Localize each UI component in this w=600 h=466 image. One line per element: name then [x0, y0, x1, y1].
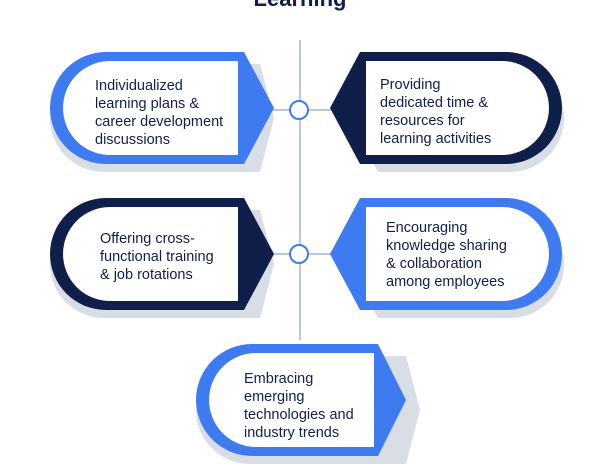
card-shape [196, 344, 420, 464]
card-providing-dedicated-time: Providing dedicated time & resources for… [330, 52, 564, 174]
card-cross-functional-training: Offering cross- functional training & jo… [48, 198, 278, 320]
central-timeline [299, 40, 301, 340]
card-shape [50, 198, 274, 318]
card-text: Encouraging knowledge sharing & collabor… [386, 220, 507, 290]
card-encouraging-knowledge-sharing: Encouraging knowledge sharing & collabor… [330, 198, 564, 320]
card-text: Individualized learning plans & career d… [95, 78, 224, 148]
card-text: Providing dedicated time & resources for… [380, 77, 492, 147]
diagram-title: Learning [0, 0, 600, 12]
card-embracing-emerging-technologies: Embracing emerging technologies and indu… [194, 344, 424, 466]
card-shape [50, 52, 274, 172]
card-text: Embracing emerging technologies and indu… [244, 371, 354, 441]
card-shape [330, 198, 564, 318]
card-shape [330, 52, 564, 172]
card-individualized-learning-plans: Individualized learning plans & career d… [48, 52, 278, 174]
timeline-node-middle [289, 244, 309, 264]
card-text: Offering cross- functional training & jo… [100, 231, 214, 283]
timeline-node-top [289, 100, 309, 120]
